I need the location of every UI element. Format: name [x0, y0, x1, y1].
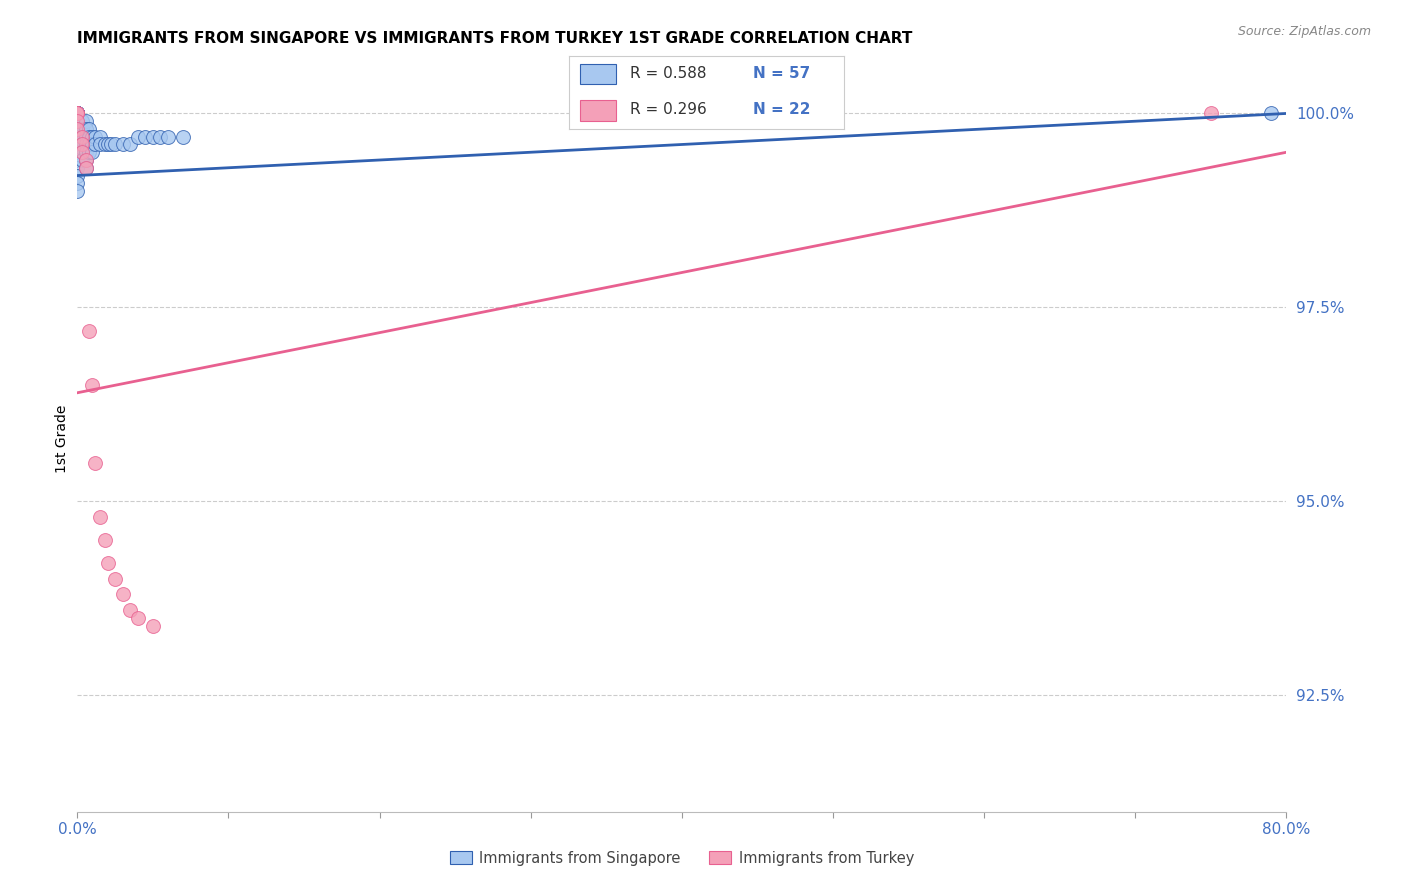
- Point: [79, 145, 101, 160]
- Point: [66, 106, 89, 120]
- Point: [66, 184, 89, 198]
- Point: [142, 618, 165, 632]
- Point: [75, 114, 97, 128]
- Point: [66, 106, 89, 120]
- Point: [70, 153, 93, 167]
- Text: R = 0.296: R = 0.296: [630, 102, 706, 117]
- Point: [75, 145, 97, 160]
- Point: [70, 129, 93, 144]
- Text: IMMIGRANTS FROM SINGAPORE VS IMMIGRANTS FROM TURKEY 1ST GRADE CORRELATION CHART: IMMIGRANTS FROM SINGAPORE VS IMMIGRANTS …: [77, 31, 912, 46]
- Point: [75, 161, 97, 175]
- Point: [70, 137, 93, 152]
- Point: [75, 153, 97, 167]
- Point: [75, 122, 97, 136]
- Point: [66, 106, 89, 120]
- Point: [82, 137, 104, 152]
- Point: [79, 129, 101, 144]
- Point: [79, 122, 101, 136]
- Point: [1199, 106, 1222, 120]
- Point: [79, 137, 101, 152]
- Point: [70, 122, 93, 136]
- Text: N = 22: N = 22: [754, 102, 811, 117]
- Text: N = 57: N = 57: [754, 65, 810, 80]
- Point: [66, 137, 89, 152]
- Text: R = 0.588: R = 0.588: [630, 65, 706, 80]
- Point: [82, 145, 104, 160]
- Point: [75, 161, 97, 175]
- Text: Source: ZipAtlas.com: Source: ZipAtlas.com: [1237, 25, 1371, 38]
- Point: [70, 145, 93, 160]
- Point: [66, 106, 89, 120]
- Point: [89, 137, 111, 152]
- Point: [66, 153, 89, 167]
- Point: [134, 129, 156, 144]
- Point: [66, 169, 89, 183]
- FancyBboxPatch shape: [581, 63, 616, 84]
- Point: [127, 129, 149, 144]
- Point: [111, 137, 134, 152]
- Point: [157, 129, 180, 144]
- Point: [84, 456, 107, 470]
- Point: [104, 137, 127, 152]
- Y-axis label: 1st Grade: 1st Grade: [55, 405, 69, 474]
- Point: [96, 137, 118, 152]
- Point: [79, 324, 101, 338]
- Point: [66, 106, 89, 120]
- Point: [104, 572, 127, 586]
- Point: [89, 509, 111, 524]
- Point: [96, 557, 118, 571]
- Point: [82, 129, 104, 144]
- Point: [75, 137, 97, 152]
- Point: [120, 137, 142, 152]
- Point: [66, 122, 89, 136]
- Point: [66, 106, 89, 120]
- Point: [111, 587, 134, 601]
- Point: [84, 129, 107, 144]
- Point: [66, 106, 89, 120]
- Point: [89, 129, 111, 144]
- Point: [82, 378, 104, 392]
- Point: [75, 153, 97, 167]
- Point: [66, 122, 89, 136]
- Point: [75, 129, 97, 144]
- Point: [172, 129, 194, 144]
- Point: [66, 106, 89, 120]
- Point: [66, 161, 89, 175]
- Point: [66, 114, 89, 128]
- Point: [66, 114, 89, 128]
- Point: [66, 106, 89, 120]
- Point: [66, 129, 89, 144]
- Point: [70, 137, 93, 152]
- FancyBboxPatch shape: [581, 100, 616, 120]
- Point: [93, 137, 115, 152]
- Point: [70, 145, 93, 160]
- Point: [100, 137, 122, 152]
- Point: [1260, 106, 1282, 120]
- Point: [66, 106, 89, 120]
- Point: [66, 145, 89, 160]
- Point: [142, 129, 165, 144]
- Point: [149, 129, 172, 144]
- Point: [70, 129, 93, 144]
- Point: [66, 106, 89, 120]
- Point: [84, 137, 107, 152]
- Point: [120, 603, 142, 617]
- Legend: Immigrants from Singapore, Immigrants from Turkey: Immigrants from Singapore, Immigrants fr…: [444, 845, 920, 871]
- Point: [127, 611, 149, 625]
- Point: [66, 106, 89, 120]
- Point: [70, 114, 93, 128]
- Point: [66, 176, 89, 190]
- Point: [93, 533, 115, 548]
- Point: [66, 106, 89, 120]
